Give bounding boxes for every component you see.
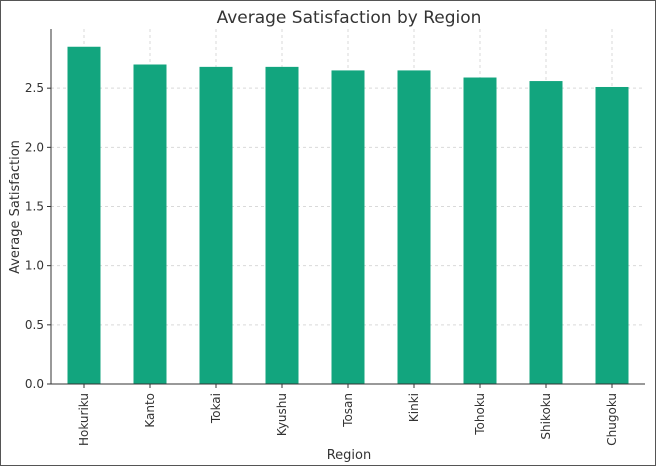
bar-kanto	[133, 64, 167, 384]
x-tick-label: Kinki	[407, 393, 421, 422]
x-tick-label: Tohoku	[473, 393, 487, 436]
y-tick-label: 1.5	[25, 200, 44, 214]
y-tick-label: 0.5	[25, 318, 44, 332]
x-tick-label: Chugoku	[605, 393, 619, 446]
x-tick-label: Tosan	[341, 393, 355, 428]
bar-tosan	[331, 70, 365, 385]
bar-chugoku	[595, 86, 629, 384]
bar-kyushu	[265, 66, 299, 384]
x-axis-label: Region	[327, 448, 372, 463]
bar-shikoku	[529, 81, 563, 385]
bars	[67, 46, 629, 385]
bar-kinki	[397, 70, 431, 385]
x-tick-label: Shikoku	[539, 393, 553, 440]
y-ticks: 0.0 0.5 1.0 1.5 2.0 2.5	[25, 81, 51, 391]
x-tick-label: Hokuriku	[77, 393, 91, 446]
chart-title: Average Satisfaction by Region	[217, 8, 482, 28]
y-tick-label: 2.0	[25, 140, 44, 154]
x-tick-label: Kyushu	[275, 393, 289, 436]
y-axis-label: Average Satisfaction	[8, 140, 23, 274]
x-tick-label: Tokai	[209, 393, 223, 424]
x-ticks: Hokuriku Kanto Tokai Kyushu Tosan Kinki Tohoku…	[77, 384, 619, 446]
bar-hokuriku	[67, 46, 101, 384]
y-tick-label: 0.0	[25, 377, 44, 391]
bar-tohoku	[463, 77, 497, 385]
y-tick-label: 1.0	[25, 259, 44, 273]
bar-tokai	[199, 66, 233, 384]
x-tick-label: Kanto	[143, 393, 157, 428]
y-tick-label: 2.5	[25, 81, 44, 95]
